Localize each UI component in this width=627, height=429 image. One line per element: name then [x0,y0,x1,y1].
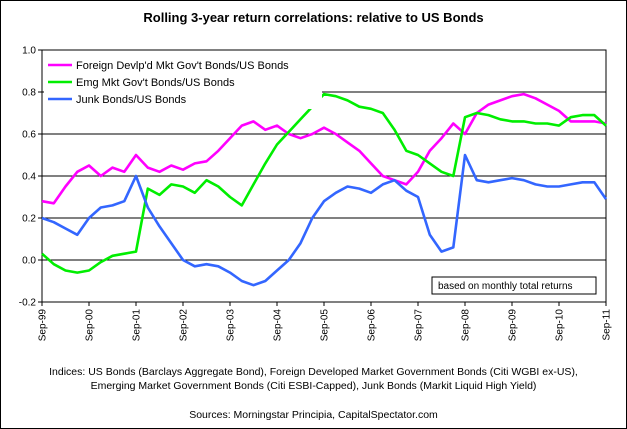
legend-label-2: Emg Mkt Gov't Bonds/US Bonds [76,77,235,89]
note-text: based on monthly total returns [438,281,573,292]
x-tick-label: Sep-07 [414,309,425,342]
grid-lines [42,91,606,261]
x-tick-label: Sep-02 [179,309,190,342]
x-tick-label: Sep-09 [508,309,519,342]
footer-sources: Sources: Morningstar Principia, CapitalS… [189,409,438,421]
x-tick-label: Sep-00 [85,309,96,342]
y-tick-label: 0.8 [22,88,36,99]
y-axis-ticks: 1.0 0.8 0.6 0.4 0.2 0.0 -0.2 [19,46,42,309]
x-tick-label: Sep-04 [273,309,284,342]
series-lines [41,92,608,287]
footer-indices-line-1: Indices: US Bonds (Barclays Aggregate Bo… [49,366,578,378]
x-axis-ticks: Sep-99 Sep-00 Sep-01 Sep-02 Sep-03 Sep-04 Sep-… [38,302,613,341]
legend-label-3: Junk Bonds/US Bonds [76,94,187,106]
plot-area: 1.0 0.8 0.6 0.4 0.2 0.0 -0.2 Sep-99 Sep-00 Sep-0… [19,46,613,342]
series-line-1 [41,92,607,205]
x-tick-label: Sep-10 [555,309,566,342]
chart-title: Rolling 3-year return correlations: rela… [143,10,484,25]
x-tick-label: Sep-05 [320,309,331,342]
y-tick-label: 0.0 [22,256,36,267]
annotation-note: based on monthly total returns [431,276,597,295]
x-tick-label: Sep-03 [226,309,237,342]
legend: Foreign Devlp'd Mkt Gov't Bonds/US Bonds… [44,55,322,109]
y-tick-label: 0.4 [22,172,36,183]
note-box [431,276,597,295]
y-tick-label: -0.2 [19,298,37,309]
y-tick-label: 1.0 [22,46,36,57]
x-tick-label: Sep-06 [367,309,378,342]
series-line-2 [41,92,607,274]
y-tick-label: 0.6 [22,130,36,141]
x-tick-label: Sep-11 [602,309,613,341]
legend-label-1: Foreign Devlp'd Mkt Gov't Bonds/US Bonds [76,60,289,72]
series-line-3 [41,153,608,287]
legend-box [44,55,322,109]
x-tick-label: Sep-08 [461,309,472,342]
x-tick-label: Sep-01 [132,309,143,342]
footer-indices-line-2: Emerging Market Government Bonds (Citi E… [90,380,537,392]
y-tick-label: 0.2 [22,214,36,225]
x-tick-label: Sep-99 [38,309,49,342]
